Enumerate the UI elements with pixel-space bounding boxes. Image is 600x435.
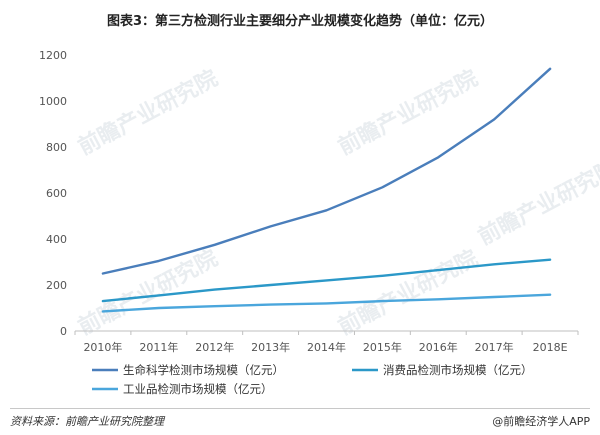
series-line-1 (101, 67, 552, 275)
x-tick-label: 2016年 (419, 340, 458, 354)
x-tick-label: 2014年 (307, 340, 346, 354)
series-line-2 (101, 258, 552, 303)
footer-brand: @前瞻经济学人APP (492, 415, 590, 428)
footer-source: 资料来源：前瞻产业研究院整理 (10, 415, 164, 428)
x-tick-label: 2010年 (83, 340, 122, 354)
x-tick-label: 2015年 (363, 340, 402, 354)
series-lines (101, 67, 552, 313)
footer-divider (10, 408, 590, 409)
legend: 生命科学检测市场规模（亿元） 消费品检测市场规模（亿元） 工业品检测市场规模（亿元） (92, 363, 533, 396)
series-line-3 (101, 293, 552, 313)
y-tick-label: 400 (46, 233, 67, 246)
axes: 0 200 400 600 800 1000 1200 2010年 2011年 2012年 2013… (39, 49, 579, 354)
y-tick-label: 1000 (39, 95, 67, 108)
y-tick-label: 1200 (39, 49, 67, 62)
chart-title: 图表3：第三方检测行业主要细分产业规模变化趋势（单位：亿元） (106, 14, 494, 29)
y-tick-label: 800 (46, 141, 67, 154)
legend-label-3: 工业品检测市场规模（亿元） (123, 382, 273, 396)
legend-label-1: 生命科学检测市场规模（亿元） (123, 363, 284, 377)
x-tick-label: 2013年 (251, 340, 290, 354)
x-tick-label: 2017年 (475, 340, 514, 354)
y-tick-label: 0 (60, 325, 67, 338)
x-tick-label: 2018E (533, 341, 568, 354)
x-tick-label: 2011年 (139, 340, 178, 354)
y-tick-label: 600 (46, 187, 67, 200)
legend-label-2: 消费品检测市场规模（亿元） (383, 363, 533, 377)
x-tick-label: 2012年 (195, 340, 234, 354)
y-tick-label: 200 (46, 279, 67, 292)
